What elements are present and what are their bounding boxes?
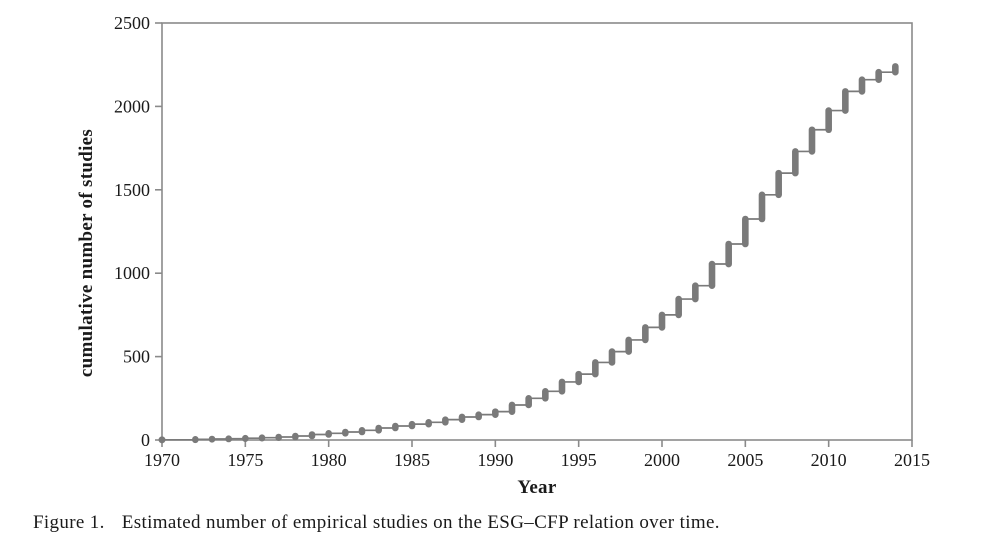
x-tick-label: 1990: [477, 450, 513, 470]
y-tick-label: 2500: [114, 13, 150, 33]
x-tick-label: 2005: [727, 450, 763, 470]
series-first-point: [158, 436, 166, 444]
y-tick-label: 1500: [114, 180, 150, 200]
x-tick-label: 2015: [894, 450, 930, 470]
x-tick-label: 1970: [144, 450, 180, 470]
x-axis-title: Year: [517, 477, 557, 498]
x-tick-label: 1985: [394, 450, 430, 470]
y-tick-label: 0: [141, 430, 150, 450]
x-tick-label: 1975: [227, 450, 263, 470]
y-tick-label: 1000: [114, 263, 150, 283]
x-tick-label: 2010: [811, 450, 847, 470]
x-tick-label: 1995: [561, 450, 597, 470]
plot-frame: [161, 22, 913, 441]
x-tick-label: 1980: [311, 450, 347, 470]
figure-caption: Figure 1. Estimated number of empirical s…: [33, 512, 720, 534]
y-tick-label: 500: [123, 347, 150, 367]
figure-caption-label: Figure 1.: [33, 512, 105, 533]
y-tick-label: 2000: [114, 96, 150, 116]
x-tick-label: 2000: [644, 450, 680, 470]
y-axis-title: cumulative number of studies: [76, 128, 97, 378]
figure-caption-text: Estimated number of empirical studies on…: [121, 512, 720, 533]
